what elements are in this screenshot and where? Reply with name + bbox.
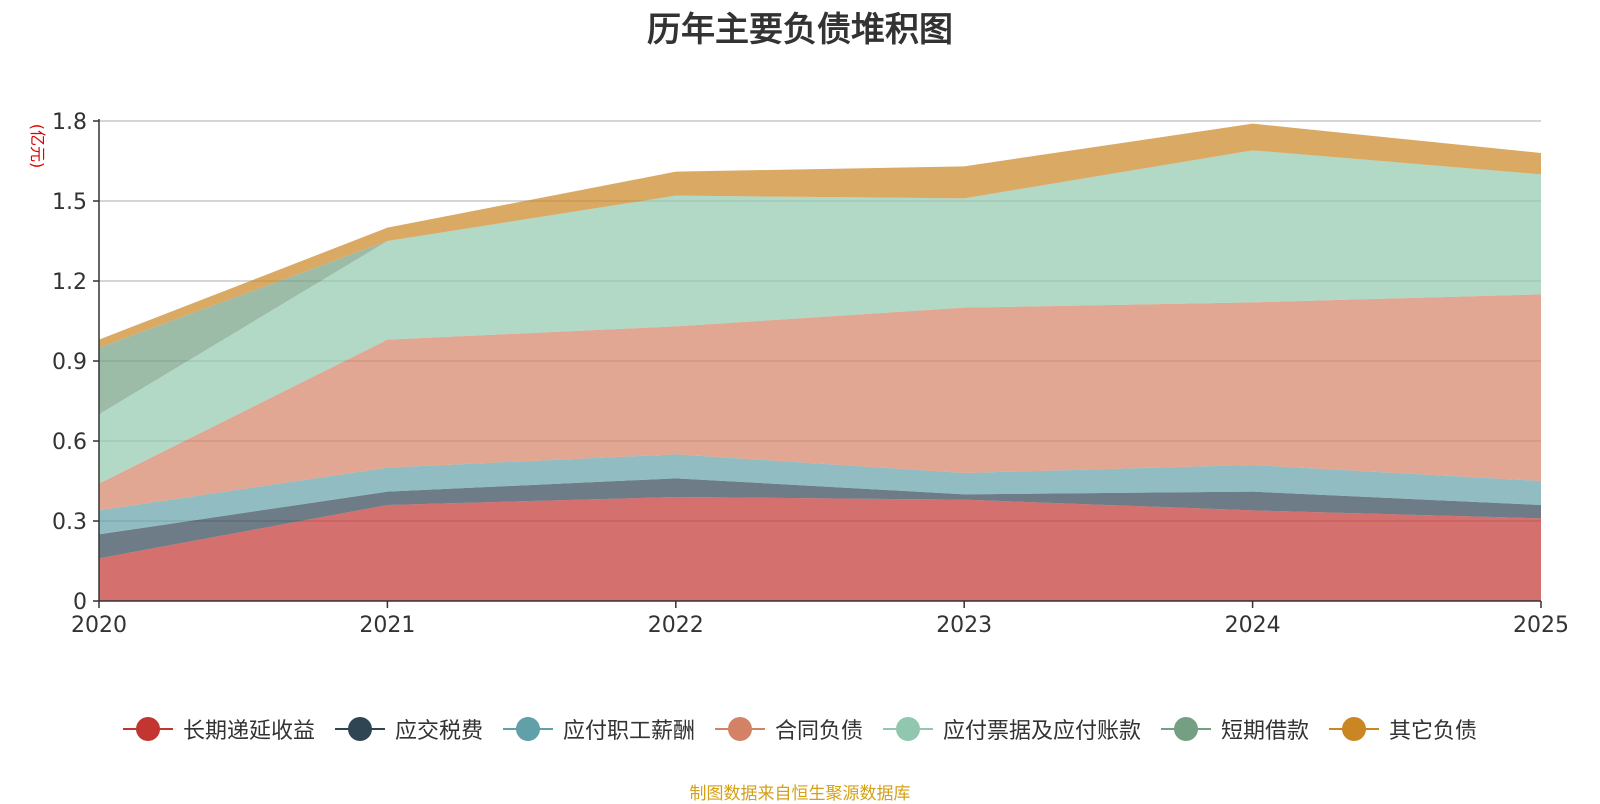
y-tick-label-5: 1.5 — [52, 190, 87, 215]
legend-marker-1 — [334, 717, 385, 741]
x-tick-label-1: 2021 — [359, 613, 415, 638]
x-tick-label-0: 2020 — [71, 613, 127, 638]
legend-item-2[interactable]: 应付职工薪酬 — [502, 713, 695, 745]
x-tick-label-4: 2024 — [1225, 613, 1281, 638]
legend-marker-4 — [883, 717, 933, 741]
y-axis-label: (亿元) — [28, 124, 47, 169]
legend-label-4: 应付票据及应付账款 — [943, 719, 1142, 744]
y-tick-label-0: 0 — [73, 590, 87, 615]
area-series-4 — [99, 150, 1541, 484]
legend-marker-0 — [122, 717, 173, 741]
x-tick-label-2: 2022 — [648, 613, 704, 638]
legend-item-3[interactable]: 合同负债 — [714, 713, 863, 745]
legend-label-5: 短期借款 — [1221, 719, 1310, 744]
area-series-1 — [99, 478, 1541, 559]
y-tick-label-3: 0.9 — [52, 350, 87, 375]
x-tick-label-3: 2023 — [936, 613, 992, 638]
legend-item-5[interactable]: 短期借款 — [1161, 713, 1309, 745]
legend: 长期递延收益 应交税费 应付职工薪酬 合同负债 应付票据及应付账款 短期借款 其它负债 — [0, 713, 1600, 745]
y-tick-label-4: 1.2 — [52, 270, 87, 295]
stacked-area-chart: 0 0.3 0.6 0.9 1.2 1.5 1.8 2020 2021 2022 2023 2024 2… — [28, 110, 1569, 638]
x-tick-label-5: 2025 — [1513, 613, 1569, 638]
legend-label-2: 应付职工薪酬 — [562, 719, 695, 744]
legend-item-0[interactable]: 长期递延收益 — [122, 713, 315, 745]
legend-label-1: 应交税费 — [394, 719, 483, 744]
area-series-3 — [99, 294, 1541, 511]
legend-label-0: 长期递延收益 — [182, 719, 315, 744]
legend-marker-2 — [502, 717, 553, 741]
legend-marker-3 — [714, 717, 765, 741]
area-series-group — [99, 123, 1541, 601]
legend-item-1[interactable]: 应交税费 — [334, 713, 483, 745]
area-series-6 — [99, 123, 1541, 348]
legend-item-4[interactable]: 应付票据及应付账款 — [883, 713, 1141, 745]
legend-label-6: 其它负债 — [1389, 719, 1478, 744]
y-tick-label-1: 0.3 — [52, 510, 87, 535]
legend-marker-5 — [1161, 717, 1212, 741]
legend-marker-6 — [1329, 717, 1380, 741]
area-series-2 — [99, 454, 1541, 535]
area-series-0 — [99, 497, 1541, 601]
y-tick-label-6: 1.8 — [52, 110, 87, 135]
y-tick-label-2: 0.6 — [52, 430, 87, 455]
axes: 0 0.3 0.6 0.9 1.2 1.5 1.8 2020 2021 2022 2023 2024 2… — [52, 110, 1569, 638]
legend-item-6[interactable]: 其它负债 — [1329, 713, 1477, 745]
source-note: 制图数据来自恒生聚源数据库 — [689, 784, 911, 804]
legend-label-3: 合同负债 — [774, 719, 863, 744]
chart-title: 历年主要负债堆积图 — [647, 10, 953, 50]
